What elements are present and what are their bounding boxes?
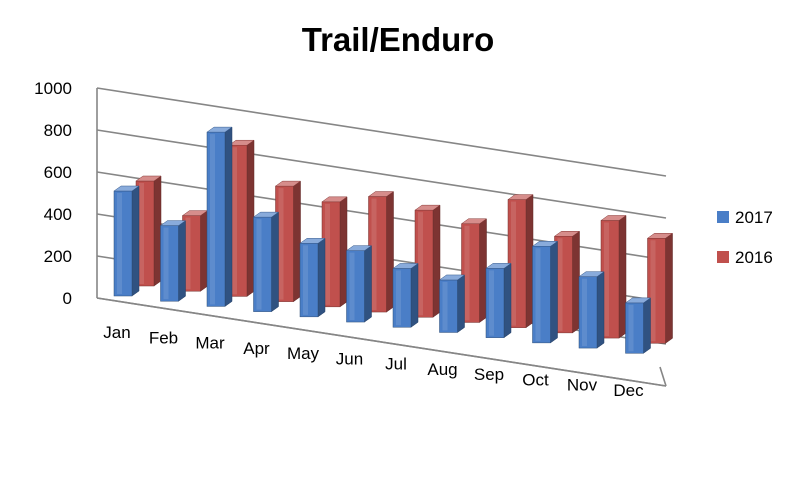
bar-2017 [345,245,373,323]
bar-2017 [206,126,233,307]
category-label: Feb [149,328,178,347]
category-label: Dec [613,381,644,400]
bar-2016 [507,194,534,329]
axis-walls [96,88,667,387]
y-tick-label: 1000 [34,79,72,98]
legend-label: 2017 [735,208,773,227]
bar-2016 [274,180,302,303]
legend-swatch [717,251,729,263]
gridline [96,87,667,177]
bar-2017 [438,274,466,333]
bar-2016 [460,218,488,323]
category-label: Jan [103,323,130,342]
bar-2016 [646,232,674,344]
y-tick-label: 600 [44,163,72,182]
category-label: May [287,344,320,363]
bar-2017 [392,262,419,328]
bar-2017 [299,237,326,318]
bar-2017 [531,240,559,344]
bar-2016 [181,210,209,292]
gridline [96,129,667,219]
y-axis-ticks: 0 200 400 600 800 1000 [34,79,72,308]
category-label: Mar [195,334,225,353]
legend: 2017 2016 [717,208,773,267]
y-tick-label: 0 [63,289,72,308]
legend-label: 2016 [735,248,773,267]
category-label: Aug [427,360,457,379]
bar-2016 [553,230,581,334]
category-label: Nov [567,376,598,395]
y-tick-label: 400 [44,205,72,224]
bar-2016 [321,196,348,308]
floor-back-edge [96,297,667,387]
legend-swatch [717,211,729,223]
bar-2016 [135,175,162,287]
bar-2017 [485,262,512,339]
x-axis-categories: Jan Feb Mar Apr May Jun Jul Aug Sep Oct Nov Dec [103,323,644,400]
category-label: Oct [522,370,549,389]
bar-2016 [414,204,441,318]
y-tick-label: 200 [44,247,72,266]
bar-2017 [113,185,140,297]
bar-2016 [228,139,255,297]
bar-2017 [624,297,652,354]
y-tick-label: 800 [44,121,72,140]
category-label: Sep [474,365,504,384]
bar-2016 [367,191,395,313]
chart-title: Trail/Enduro [302,21,495,58]
floor-right-edge [659,366,667,387]
bar-2017 [159,220,187,302]
bar-2016 [600,214,627,339]
category-label: Jul [385,355,407,374]
bar-2017 [578,271,605,349]
category-label: Apr [243,339,270,358]
bar-2017 [252,211,280,313]
category-label: Jun [336,349,363,368]
bars [113,126,674,354]
